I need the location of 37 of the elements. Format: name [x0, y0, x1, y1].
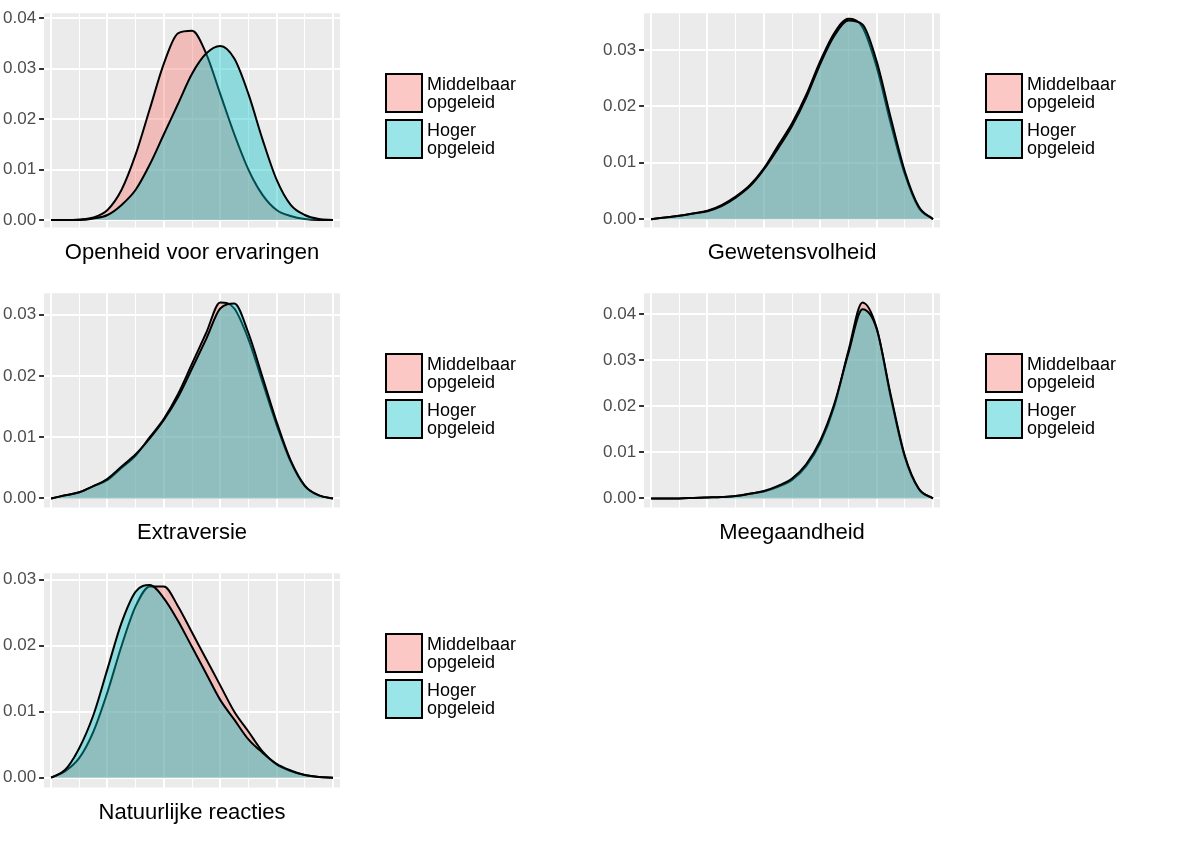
legend-label: Hoger opgeleid — [1027, 400, 1097, 438]
legend-label: Hoger opgeleid — [1027, 120, 1097, 158]
y-tick-label: 0.00 — [602, 208, 637, 228]
y-tick-label: 0.01 — [2, 159, 37, 179]
y-tick-label: 0.02 — [2, 635, 37, 655]
legend-label: Middelbaar opgeleid — [1027, 354, 1118, 392]
y-tick-label: 0.00 — [2, 488, 37, 508]
legend-label: Hoger opgeleid — [427, 120, 497, 158]
y-tick-label: 0.00 — [2, 767, 37, 787]
legend-label: Middelbaar opgeleid — [427, 74, 518, 112]
y-tick-label: 0.03 — [602, 349, 637, 369]
y-tick-label: 0.02 — [2, 108, 37, 128]
x-axis-title: Extraversie — [137, 518, 248, 544]
y-tick-label: 0.03 — [2, 569, 37, 589]
legend-label: Middelbaar opgeleid — [427, 634, 518, 672]
y-tick-label: 0.03 — [2, 58, 37, 78]
y-tick-label: 0.03 — [602, 39, 637, 59]
legend-label: Hoger opgeleid — [427, 400, 497, 438]
legend-label: Middelbaar opgeleid — [1027, 74, 1118, 112]
y-tick-label: 0.02 — [602, 95, 637, 115]
legend-label: Middelbaar opgeleid — [427, 354, 518, 392]
y-tick-label: 0.02 — [602, 395, 637, 415]
y-tick-label: 0.04 — [2, 7, 37, 27]
y-tick-label: 0.01 — [602, 152, 637, 172]
x-axis-title: Gewetensvolheid — [707, 238, 877, 264]
x-axis-title: Meegaandheid — [719, 518, 865, 544]
legend-label: Hoger opgeleid — [427, 680, 497, 718]
y-tick-label: 0.00 — [2, 209, 37, 229]
y-tick-label: 0.01 — [2, 701, 37, 721]
y-tick-label: 0.03 — [2, 304, 37, 324]
y-tick-label: 0.01 — [602, 441, 637, 461]
x-axis-title: Openheid voor ervaringen — [64, 238, 320, 264]
y-tick-label: 0.01 — [2, 426, 37, 446]
y-tick-label: 0.00 — [602, 488, 637, 508]
x-axis-title: Natuurlijke reacties — [98, 798, 286, 824]
y-tick-label: 0.04 — [602, 303, 637, 323]
y-tick-label: 0.02 — [2, 365, 37, 385]
